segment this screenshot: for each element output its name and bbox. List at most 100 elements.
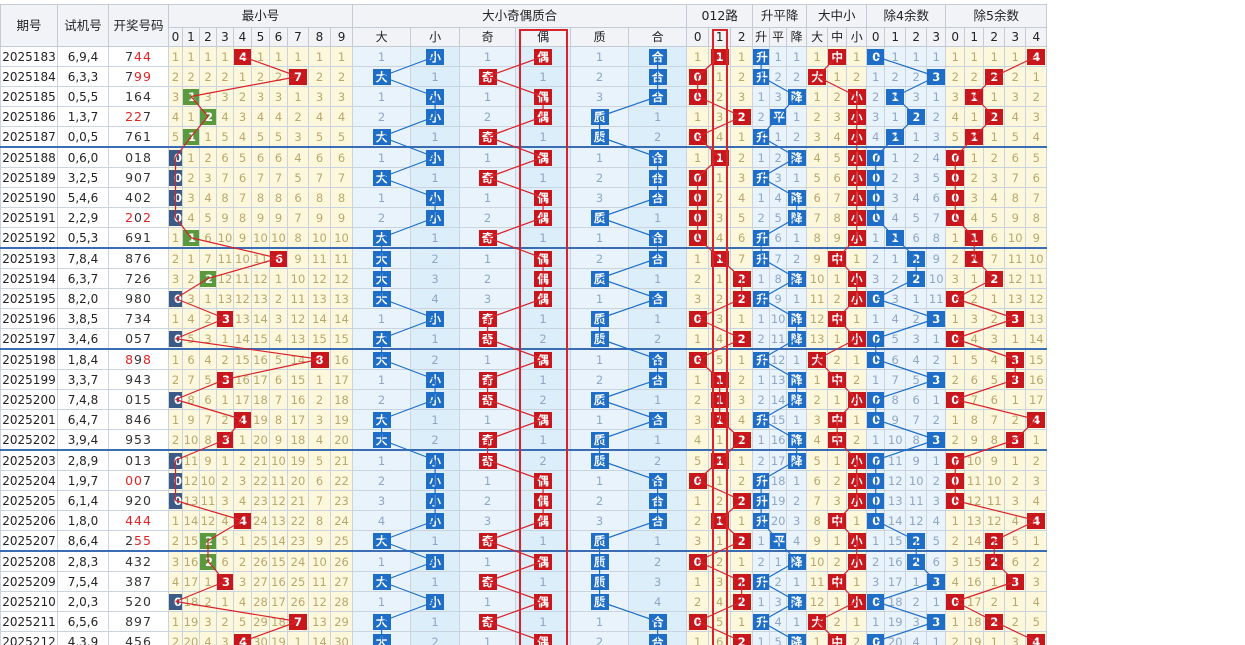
issue-cell[interactable]: 2025187 — [0, 126, 58, 148]
issue-cell[interactable]: 2025193 — [0, 247, 58, 269]
sub-header-min-7[interactable]: 7 — [287, 27, 309, 47]
issue-cell[interactable]: 2025198 — [0, 348, 58, 370]
group-header-road[interactable]: 012路 — [686, 4, 754, 28]
issue-cell[interactable]: 2025206 — [0, 510, 58, 531]
col-header-trial[interactable]: 试机号 — [57, 4, 109, 47]
table-row[interactable]: 2025183 6,9,4 744 1 1 1 1 4 1 1 1 1 1 1 小 1 偶 1 合 1 1 1 升 1 1 1 中 1… — [0, 46, 1048, 67]
sub-header-min-3[interactable]: 3 — [216, 27, 234, 47]
issue-cell[interactable]: 2025184 — [0, 66, 58, 87]
sub-header-spj-2[interactable]: 降 — [786, 27, 808, 47]
issue-cell[interactable]: 2025186 — [0, 106, 58, 127]
issue-cell[interactable]: 2025205 — [0, 490, 58, 511]
issue-cell[interactable]: 2025196 — [0, 308, 58, 329]
group-header-mod4[interactable]: 除4余数 — [866, 4, 947, 28]
sub-header-min-9[interactable]: 9 — [329, 27, 354, 47]
table-row[interactable]: 2025209 7,5,4 387 4 17 1 3 3 27 16 25 11 27 大 1 奇 1 质 3 1 3 2… — [0, 571, 1048, 592]
sub-header-spj-1[interactable]: 平 — [769, 27, 788, 47]
sub-header-min-6[interactable]: 6 — [269, 27, 288, 47]
sub-header-mod5-1[interactable]: 1 — [964, 27, 985, 47]
sub-header-road-0[interactable]: 0 — [686, 27, 710, 47]
table-row[interactable]: 2025187 0,0,5 761 5 1 1 5 4 5 5 3 5 5 大 1 奇 1 质 2 0 4 1 升 1 2 3 4 小… — [0, 126, 1048, 148]
sub-header-dxjo-2[interactable]: 奇 — [459, 27, 517, 47]
table-row[interactable]: 2025202 3,9,4 953 2 10 8 3 1 20 9 18 4 20 大 2 奇 1 质 1 4 1 2 1 1… — [0, 429, 1048, 451]
table-row[interactable]: 2025207 8,6,4 255 2 15 2 5 1 25 14 23 9 25 大 1 奇 1 质 1 3 1 2 1… — [0, 530, 1048, 552]
table-row[interactable]: 2025186 1,3,7 227 4 1 2 4 3 4 4 2 4 4 2 小 2 偶质 1 1 3 2 2 平 1 2 3 小… — [0, 106, 1048, 127]
sub-header-mod4-0[interactable]: 0 — [866, 27, 886, 47]
sub-header-min-4[interactable]: 4 — [233, 27, 252, 47]
issue-cell[interactable]: 2025207 — [0, 530, 58, 552]
issue-cell[interactable]: 2025200 — [0, 389, 58, 410]
col-header-draw[interactable]: 开奖号码 — [108, 4, 169, 47]
issue-cell[interactable]: 2025192 — [0, 227, 58, 249]
sub-header-dxjo-4[interactable]: 质 — [570, 27, 630, 47]
sub-header-mod4-3[interactable]: 3 — [926, 27, 947, 47]
issue-cell[interactable]: 2025212 — [0, 631, 58, 645]
table-row[interactable]: 2025193 7,8,4 876 2 1 7 11 10 11 6 9 11 11 大 2 1 偶 2 合 1 1 7 升… — [0, 247, 1048, 269]
issue-cell[interactable]: 2025202 — [0, 429, 58, 451]
sub-header-mod5-3[interactable]: 3 — [1004, 27, 1027, 47]
table-row[interactable]: 2025189 3,2,5 907 0 2 3 7 6 7 7 5 7 7 大 1 奇 1 2 合 0 1 3 升 3 1 5 6 小… — [0, 167, 1048, 188]
sub-header-dxjo-5[interactable]: 合 — [628, 27, 688, 47]
issue-cell[interactable]: 2025195 — [0, 288, 58, 309]
table-row[interactable]: 2025203 2,8,9 013 0 11 9 1 2 21 10 19 5 21 1 小奇 2 质 2 5 1 1 2… — [0, 449, 1048, 471]
table-row[interactable]: 2025205 6,1,4 920 0 13 11 3 4 23 12 21 7 23 3 小 2 偶 2 合 1 2 2… — [0, 490, 1048, 511]
issue-cell[interactable]: 2025189 — [0, 167, 58, 188]
table-row[interactable]: 2025195 8,2,0 980 0 3 1 13 12 13 2 11 13 13 大 4 3 偶 1 合 3 2 2… — [0, 288, 1048, 309]
sub-header-dzx-1[interactable]: 中 — [827, 27, 848, 47]
sub-header-min-0[interactable]: 0 — [168, 27, 183, 47]
sub-header-min-1[interactable]: 1 — [182, 27, 200, 47]
issue-cell[interactable]: 2025201 — [0, 409, 58, 430]
issue-cell[interactable]: 2025197 — [0, 328, 58, 350]
sub-header-min-2[interactable]: 2 — [199, 27, 217, 47]
table-row[interactable]: 2025206 1,8,0 444 1 14 12 4 4 24 13 22 8 24 4 小 3 偶 3 合 2 1 1… — [0, 510, 1048, 531]
issue-cell[interactable]: 2025190 — [0, 187, 58, 208]
table-row[interactable]: 2025184 6,3,3 799 2 2 2 2 1 2 2 7 2 2 大 1 奇 1 2 合 0 1 2 升 2 2 大 1 2… — [0, 66, 1048, 87]
issue-cell[interactable]: 2025183 — [0, 46, 58, 67]
group-header-min[interactable]: 最小号 — [167, 4, 354, 28]
sub-header-spj-0[interactable]: 升 — [752, 27, 771, 47]
sub-header-mod5-4[interactable]: 4 — [1025, 27, 1048, 47]
table-row[interactable]: 2025201 6,4,7 846 1 9 7 2 4 19 8 17 3 19 大 1 1 偶 1 合 3 1 4 升 15… — [0, 409, 1048, 430]
issue-cell[interactable]: 2025210 — [0, 591, 58, 612]
issue-cell[interactable]: 2025185 — [0, 86, 58, 107]
sub-header-mod5-2[interactable]: 2 — [983, 27, 1006, 47]
group-header-mod5[interactable]: 除5余数 — [945, 4, 1048, 28]
sub-header-road-1[interactable]: 1 — [708, 27, 732, 47]
table-row[interactable]: 2025194 6,3,7 726 3 2 2 12 11 12 1 10 12 12 大 3 2 偶质 1 2 1 2… — [0, 268, 1048, 289]
sub-header-dzx-2[interactable]: 小 — [846, 27, 868, 47]
issue-cell[interactable]: 2025211 — [0, 611, 58, 632]
issue-cell[interactable]: 2025204 — [0, 470, 58, 491]
table-row[interactable]: 2025210 2,0,3 520 0 18 2 1 4 28 17 26 12 28 1 小 1 偶质 4 2 4 2… — [0, 591, 1048, 612]
sub-header-dzx-0[interactable]: 大 — [806, 27, 829, 47]
table-row[interactable]: 2025185 0,5,5 164 3 1 3 3 2 3 3 1 3 3 1 小 1 偶 3 合 0 2 3 1 3 降 1 2 小… — [0, 86, 1048, 107]
sub-header-road-2[interactable]: 2 — [730, 27, 754, 47]
sub-header-dxjo-0[interactable]: 大 — [352, 27, 412, 47]
table-row[interactable]: 2025188 0,6,0 018 0 1 2 6 5 6 6 4 6 6 1 小 1 偶 1 合 1 1 2 1 2 降 4 5 小… — [0, 146, 1048, 168]
table-row[interactable]: 2025212 4,3,9 456 2 20 4 3 4 30 19 1 14 30 大 2 1 偶 2 合 1 6 2 1… — [0, 631, 1048, 645]
table-row[interactable]: 2025200 7,4,8 015 0 8 6 1 17 18 7 16 2 18 2 小奇 2 质 1 2 1 3 2 1… — [0, 389, 1048, 410]
sub-header-mod5-0[interactable]: 0 — [945, 27, 966, 47]
sub-header-dxjo-3[interactable]: 偶 — [515, 27, 572, 47]
table-row[interactable]: 2025198 1,8,4 898 1 6 4 2 15 16 5 14 8 16 大 2 1 偶 1 合 0 5 1 升 1… — [0, 348, 1048, 370]
issue-cell[interactable]: 2025199 — [0, 369, 58, 390]
table-row[interactable]: 2025204 1,9,7 007 0 12 10 2 3 22 11 20 6 22 2 小 1 偶 1 合 0 1 2… — [0, 470, 1048, 491]
issue-cell[interactable]: 2025208 — [0, 550, 58, 572]
sub-header-min-5[interactable]: 5 — [251, 27, 270, 47]
col-header-issue[interactable]: 期号 — [0, 4, 58, 47]
sub-header-mod4-1[interactable]: 1 — [884, 27, 907, 47]
table-row[interactable]: 2025199 3,3,7 943 2 7 5 3 16 17 6 15 1 17 1 小奇 1 2 合 1 1 2 1 1… — [0, 369, 1048, 390]
sub-header-dxjo-1[interactable]: 小 — [410, 27, 461, 47]
group-header-spj[interactable]: 升平降 — [752, 4, 808, 28]
issue-cell[interactable]: 2025194 — [0, 268, 58, 289]
table-row[interactable]: 2025208 2,8,3 432 3 16 2 6 2 26 15 24 10 26 1 小 1 偶质 2 0 2 1… — [0, 550, 1048, 572]
table-row[interactable]: 2025191 2,2,9 202 0 4 5 9 8 9 9 7 9 9 2 小 2 偶质 1 0 3 5 2 5 降 7 8 小… — [0, 207, 1048, 228]
group-header-dzx[interactable]: 大中小 — [806, 4, 868, 28]
issue-cell[interactable]: 2025191 — [0, 207, 58, 228]
table-row[interactable]: 2025190 5,4,6 402 0 3 4 8 7 8 8 6 8 8 1 小 1 偶 3 合 0 2 4 1 4 降 6 7 小… — [0, 187, 1048, 208]
table-row[interactable]: 2025192 0,5,3 691 1 1 6 10 9 10 10 8 10 10 大 1 奇 1 1 合 0 4 6 升… — [0, 227, 1048, 249]
sub-header-mod4-2[interactable]: 2 — [905, 27, 928, 47]
table-row[interactable]: 2025197 3,4,6 057 0 5 3 1 14 15 4 13 15 15 大 1 奇 2 质 2 1 4 2 2… — [0, 328, 1048, 350]
sub-header-min-8[interactable]: 8 — [308, 27, 331, 47]
table-row[interactable]: 2025211 6,5,6 897 1 19 3 2 5 29 18 7 13 29 大 1 奇 1 1 合 0 5 1 升… — [0, 611, 1048, 632]
table-row[interactable]: 2025196 3,8,5 734 1 4 2 3 13 14 3 12 14 14 1 小奇 1 质 1 0 3 1 1… — [0, 308, 1048, 329]
